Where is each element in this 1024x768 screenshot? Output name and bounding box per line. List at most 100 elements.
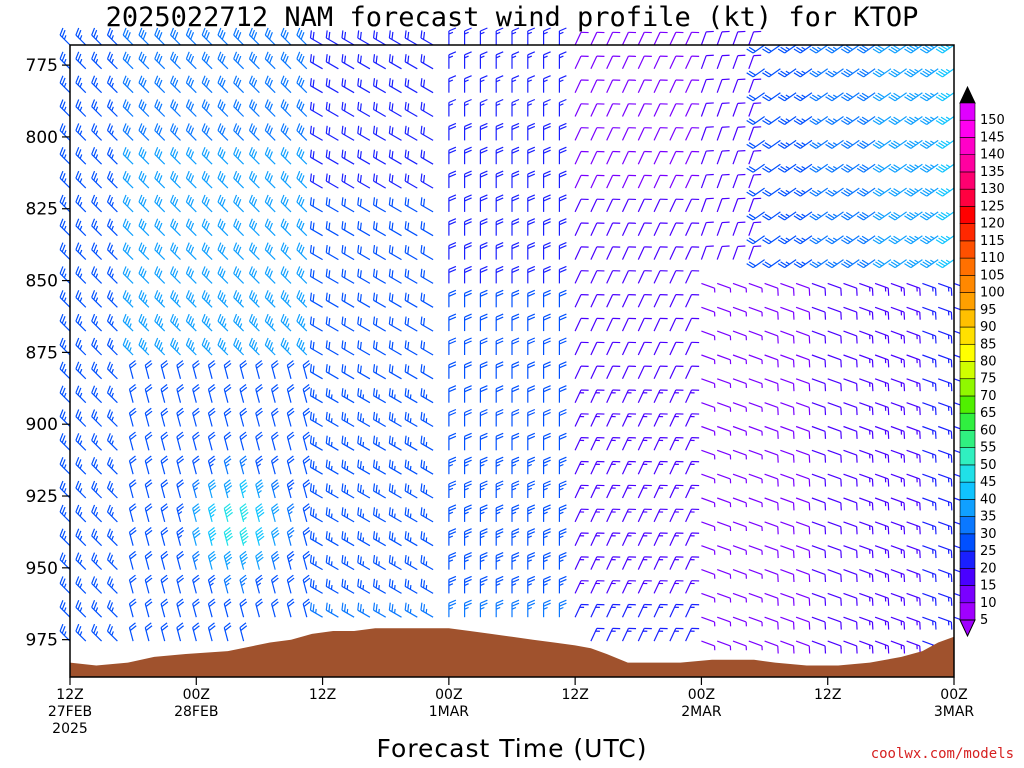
wind-barb [59, 75, 71, 94]
wind-barb [201, 218, 213, 237]
wind-barb [59, 552, 71, 571]
wind-barb [106, 576, 118, 594]
wind-barb [843, 306, 858, 320]
wind-barb [574, 508, 589, 523]
wind-barb [811, 449, 827, 463]
wind-barb [170, 290, 181, 308]
wind-barb [542, 337, 551, 355]
wind-barb [511, 408, 520, 427]
wind-barb [621, 532, 637, 546]
wind-barb [217, 337, 229, 356]
wind-barb [248, 147, 260, 165]
wind-barb [309, 78, 323, 94]
credit-link[interactable]: coolwx.com/models [870, 746, 1014, 762]
wind-barb [716, 378, 732, 388]
wind-barb [746, 68, 765, 78]
wind-barb [919, 44, 939, 54]
terrain-fill [70, 628, 954, 677]
wind-barb [777, 92, 797, 102]
wind-barb [59, 27, 71, 46]
wind-barb [341, 101, 355, 118]
colorbar-label: 55 [980, 441, 997, 456]
wind-barb [170, 266, 181, 284]
colorbar-swatch [959, 395, 976, 414]
wind-barb [286, 431, 295, 451]
wind-barb [233, 218, 245, 237]
wind-barb [937, 282, 953, 296]
wind-barb [309, 173, 323, 189]
wind-barb [716, 245, 730, 260]
wind-barb [890, 616, 906, 630]
wind-barb [309, 244, 323, 261]
wind-barb [170, 313, 181, 332]
wind-barb [621, 508, 637, 523]
wind-barb [922, 497, 937, 511]
wind-barb [809, 68, 829, 78]
wind-barb [255, 598, 263, 618]
wind-barb [325, 411, 339, 428]
wind-barb [922, 473, 937, 487]
wind-barb [590, 603, 605, 618]
wind-barb [248, 27, 260, 46]
wind-barb [748, 173, 762, 189]
wind-barb [357, 173, 371, 189]
wind-barb [59, 290, 71, 308]
wind-barb [795, 402, 811, 416]
wind-barb [479, 27, 488, 45]
wind-barb [935, 235, 955, 245]
wind-barb [207, 503, 217, 523]
wind-barb [527, 218, 536, 236]
wind-barb [841, 163, 860, 173]
wind-barb [270, 383, 279, 403]
wind-barb [906, 354, 921, 368]
wind-barb [495, 218, 504, 236]
wind-barb [325, 435, 339, 451]
wind-barb [495, 27, 504, 45]
wind-barb [825, 68, 844, 78]
wind-barb [590, 222, 605, 236]
wind-barb [685, 341, 700, 356]
wind-barb [185, 313, 197, 332]
wind-barb [856, 44, 876, 54]
wind-barb [59, 337, 71, 356]
wind-barb [922, 282, 937, 296]
wind-barb [937, 402, 953, 416]
wind-barb [904, 259, 923, 269]
wind-barb [777, 187, 797, 197]
wind-barb [621, 556, 637, 570]
wind-barb [91, 409, 103, 427]
wind-barb [780, 306, 795, 320]
wind-barb [217, 75, 229, 94]
wind-barb [732, 245, 746, 260]
wind-barb [207, 360, 216, 379]
wind-barb [75, 480, 87, 499]
wind-barb [748, 473, 763, 484]
wind-barb [341, 340, 355, 356]
wind-barb [91, 218, 103, 237]
wind-barb [590, 198, 605, 213]
y-tick-label: 800 [26, 128, 58, 148]
wind-barb [59, 409, 71, 427]
wind-barb [732, 126, 746, 141]
wind-barb [590, 627, 605, 642]
wind-barb [388, 459, 402, 475]
wind-barb [388, 125, 402, 141]
wind-barb [357, 459, 371, 475]
wind-barb [106, 194, 118, 213]
wind-barb [91, 75, 103, 94]
wind-barb [223, 598, 232, 618]
wind-barb [207, 622, 216, 642]
wind-barb [542, 432, 551, 451]
wind-barb [404, 483, 418, 499]
wind-barb [685, 389, 700, 403]
wind-barb [233, 194, 245, 213]
wind-barb [542, 528, 551, 546]
wind-barb [795, 378, 811, 392]
wind-barb [154, 266, 166, 284]
wind-barb [746, 259, 765, 269]
wind-barb [637, 103, 652, 117]
wind-barb [239, 383, 248, 403]
wind-barb [922, 449, 937, 463]
wind-barb [325, 30, 339, 46]
